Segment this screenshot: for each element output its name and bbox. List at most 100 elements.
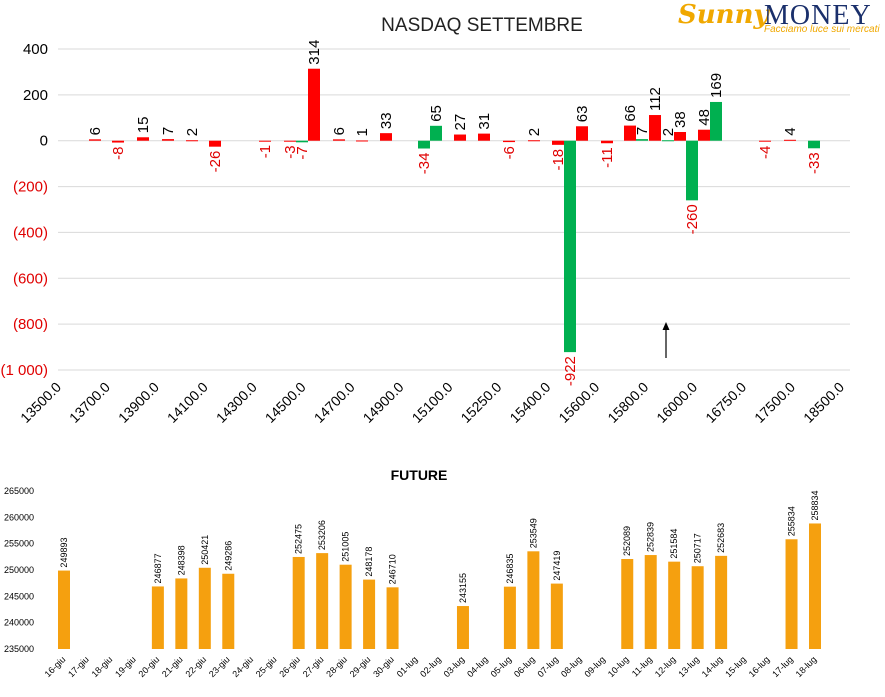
future-title: FUTURE [391, 467, 448, 483]
data-label: -1 [257, 145, 274, 158]
data-label: -260 [684, 204, 701, 234]
data-label: 247419 [552, 551, 562, 581]
x-tick-label: 11-lug [630, 654, 654, 678]
data-label: -34 [416, 153, 433, 175]
data-label: 2 [184, 128, 201, 136]
bar [363, 579, 376, 649]
bar [809, 523, 821, 649]
bar [209, 140, 221, 147]
bar [112, 140, 124, 143]
data-label: 63 [574, 106, 591, 123]
x-tick-label: 13-lug [676, 654, 701, 679]
data-label: 252475 [294, 524, 304, 554]
bar [222, 573, 235, 649]
x-tick-label: 20-giu [137, 654, 162, 679]
data-label: 1 [354, 128, 371, 136]
data-label: 15 [135, 117, 152, 134]
x-tick-label: 17-giu [66, 654, 91, 679]
data-label: 253549 [528, 518, 538, 548]
y-tick-label: 0 [40, 133, 48, 150]
data-label: -922 [562, 356, 579, 386]
bar [691, 566, 704, 649]
x-tick-label: 16-lug [747, 654, 772, 679]
bar [454, 134, 466, 141]
bar [649, 115, 661, 141]
bar [418, 140, 430, 149]
bar [333, 139, 345, 141]
x-tick-label: 15-lug [723, 654, 748, 679]
x-tick-label: 14700.0 [311, 379, 358, 426]
data-label: 253206 [317, 520, 327, 550]
x-tick-label: 18-lug [794, 654, 819, 679]
x-tick-label: 09-lug [582, 654, 607, 679]
data-label: 251005 [341, 532, 351, 562]
data-label: 48 [696, 109, 713, 126]
bar [386, 587, 399, 649]
x-tick-label: 25-giu [254, 654, 279, 679]
data-label: 246710 [388, 554, 398, 584]
x-tick-label: 18-giu [90, 654, 115, 679]
nasdaq-settembre-chart: NASDAQ SETTEMBRE 400 200 0 (200) (400) (600) (… [0, 15, 850, 426]
bottom-x-axis: 16-giu17-giu18-giu19-giu20-giu21-giu22-g… [43, 654, 819, 679]
top-x-axis: 13500.0 13700.0 13900.0 14100.0 14300.0 14500… [17, 379, 847, 426]
x-tick-label: 05-lug [489, 654, 514, 679]
x-tick-label: 03-lug [442, 654, 467, 679]
data-label: 314 [306, 40, 323, 65]
bar [601, 140, 613, 144]
bar [564, 140, 576, 353]
data-label: 248178 [364, 547, 374, 577]
top-bars [89, 68, 820, 353]
bottom-bars [58, 523, 821, 649]
x-tick-label: 15250.0 [457, 379, 504, 426]
bar [456, 606, 469, 649]
bar [662, 140, 674, 142]
x-tick-label: 18500.0 [800, 379, 847, 426]
top-y-axis: 400 200 0 (200) (400) (600) (800) (1 000) [0, 41, 48, 379]
x-tick-label: 27-giu [301, 654, 326, 679]
x-tick-label: 15400.0 [506, 379, 553, 426]
bar [686, 140, 698, 201]
future-chart: FUTURE 265000 260000 255000 250000 245000 240… [4, 467, 821, 679]
data-label: 249893 [59, 538, 69, 568]
y-tick-label: 235000 [4, 644, 34, 654]
x-tick-label: 30-giu [371, 654, 396, 679]
y-tick-label: 400 [23, 41, 48, 58]
bar [380, 133, 392, 141]
data-label: 255834 [787, 506, 797, 536]
bar [621, 558, 634, 649]
data-label: 258834 [810, 490, 820, 520]
data-label: -6 [501, 146, 518, 159]
x-tick-label: 16750.0 [702, 379, 749, 426]
bar [576, 126, 588, 141]
x-tick-label: 13500.0 [17, 379, 64, 426]
data-label: 169 [708, 73, 725, 98]
bar [162, 139, 174, 141]
data-label: 66 [622, 105, 639, 122]
data-label: 7 [160, 127, 177, 135]
data-label: -18 [550, 149, 567, 171]
y-tick-label: 260000 [4, 512, 34, 522]
x-tick-label: 26-giu [277, 654, 302, 679]
bar [58, 570, 70, 649]
data-label: -26 [207, 151, 224, 173]
bar [759, 140, 771, 142]
y-tick-label: 265000 [4, 486, 34, 496]
x-tick-label: 29-giu [348, 654, 373, 679]
y-tick-label: 255000 [4, 539, 34, 549]
x-tick-label: 23-giu [207, 654, 232, 679]
bar [715, 555, 728, 649]
data-label: 252089 [622, 526, 632, 556]
bar [198, 567, 211, 649]
x-tick-label: 12-lug [653, 654, 678, 679]
logo-tagline: Facciamo luce sui mercati [764, 24, 880, 35]
x-tick-label: 17-lug [770, 654, 795, 679]
data-label: -11 [599, 147, 616, 168]
data-label: 6 [87, 127, 104, 135]
x-tick-label: 16-giu [43, 654, 68, 679]
data-label: 251584 [669, 529, 679, 559]
data-label: -4 [757, 146, 774, 159]
x-tick-label: 28-giu [324, 654, 349, 679]
bar [808, 140, 820, 149]
bar [296, 140, 308, 143]
